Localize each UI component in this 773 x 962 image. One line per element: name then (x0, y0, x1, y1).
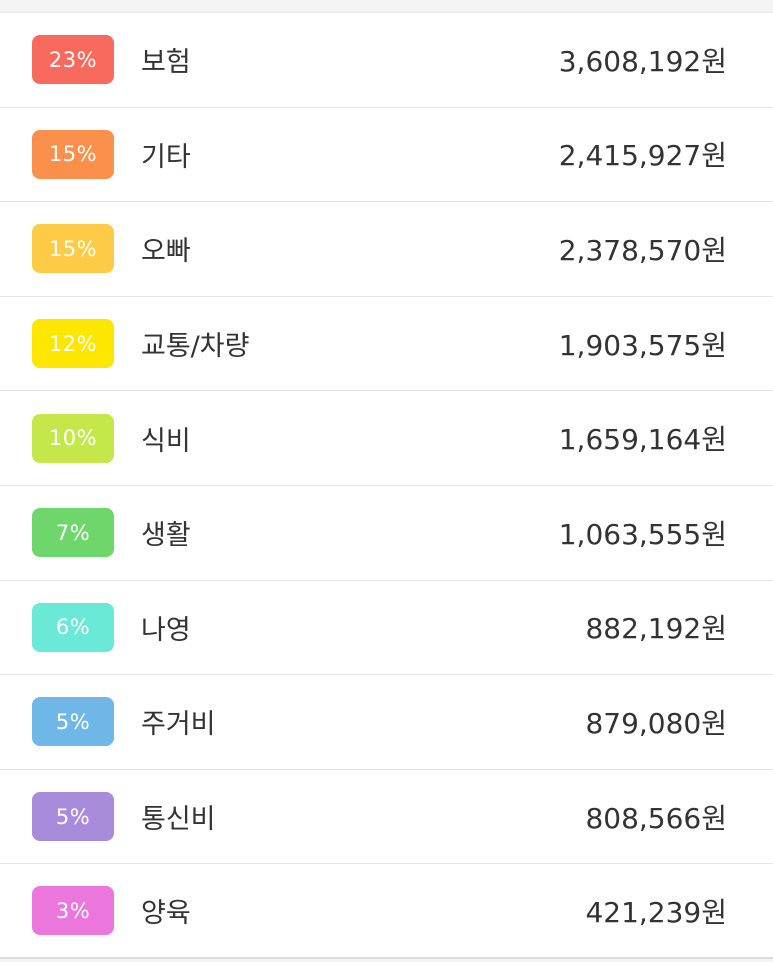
top-strip (0, 0, 773, 12)
category-name: 주거비 (141, 709, 216, 741)
list-item[interactable]: 3% 양육 421,239원 (0, 864, 773, 959)
percent-badge: 6% (32, 602, 114, 652)
category-list: 23% 보험 3,608,192원 15% 기타 2,415,927원 15% … (0, 12, 773, 959)
list-item[interactable]: 5% 통신비 808,566원 (0, 769, 773, 865)
category-name: 통신비 (141, 804, 216, 836)
category-amount: 1,659,164원 (558, 423, 727, 457)
category-amount: 882,192원 (585, 612, 727, 646)
category-name: 오빠 (141, 236, 191, 268)
category-name: 식비 (141, 425, 191, 457)
category-name: 교통/차량 (141, 331, 250, 363)
list-item[interactable]: 23% 보험 3,608,192원 (0, 13, 773, 108)
percent-badge: 15% (32, 224, 114, 274)
category-amount: 421,239원 (585, 895, 727, 929)
list-item[interactable]: 10% 식비 1,659,164원 (0, 391, 773, 486)
percent-badge: 10% (32, 413, 114, 463)
list-item[interactable]: 7% 생활 1,063,555원 (0, 485, 773, 581)
list-item[interactable]: 12% 교통/차량 1,903,575원 (0, 296, 773, 392)
percent-badge: 23% (32, 35, 114, 85)
category-amount: 1,063,555원 (558, 517, 727, 551)
list-item[interactable]: 6% 나영 882,192원 (0, 580, 773, 676)
category-name: 양육 (141, 898, 191, 930)
category-amount: 808,566원 (585, 801, 727, 835)
percent-badge: 5% (32, 697, 114, 747)
category-name: 보험 (141, 47, 191, 79)
category-amount: 1,903,575원 (558, 328, 727, 362)
list-item[interactable]: 5% 주거비 879,080원 (0, 675, 773, 770)
category-amount: 879,080원 (585, 706, 727, 740)
category-amount: 2,378,570원 (558, 233, 727, 267)
category-name: 생활 (141, 520, 191, 552)
list-item[interactable]: 15% 오빠 2,378,570원 (0, 202, 773, 297)
list-item[interactable]: 15% 기타 2,415,927원 (0, 107, 773, 203)
percent-badge: 5% (32, 792, 114, 842)
category-name: 기타 (141, 141, 191, 173)
percent-badge: 3% (32, 886, 114, 936)
percent-badge: 15% (32, 129, 114, 179)
percent-badge: 7% (32, 508, 114, 558)
category-name: 나영 (141, 614, 191, 646)
category-amount: 2,415,927원 (558, 139, 727, 173)
percent-badge: 12% (32, 319, 114, 369)
category-amount: 3,608,192원 (558, 44, 727, 78)
